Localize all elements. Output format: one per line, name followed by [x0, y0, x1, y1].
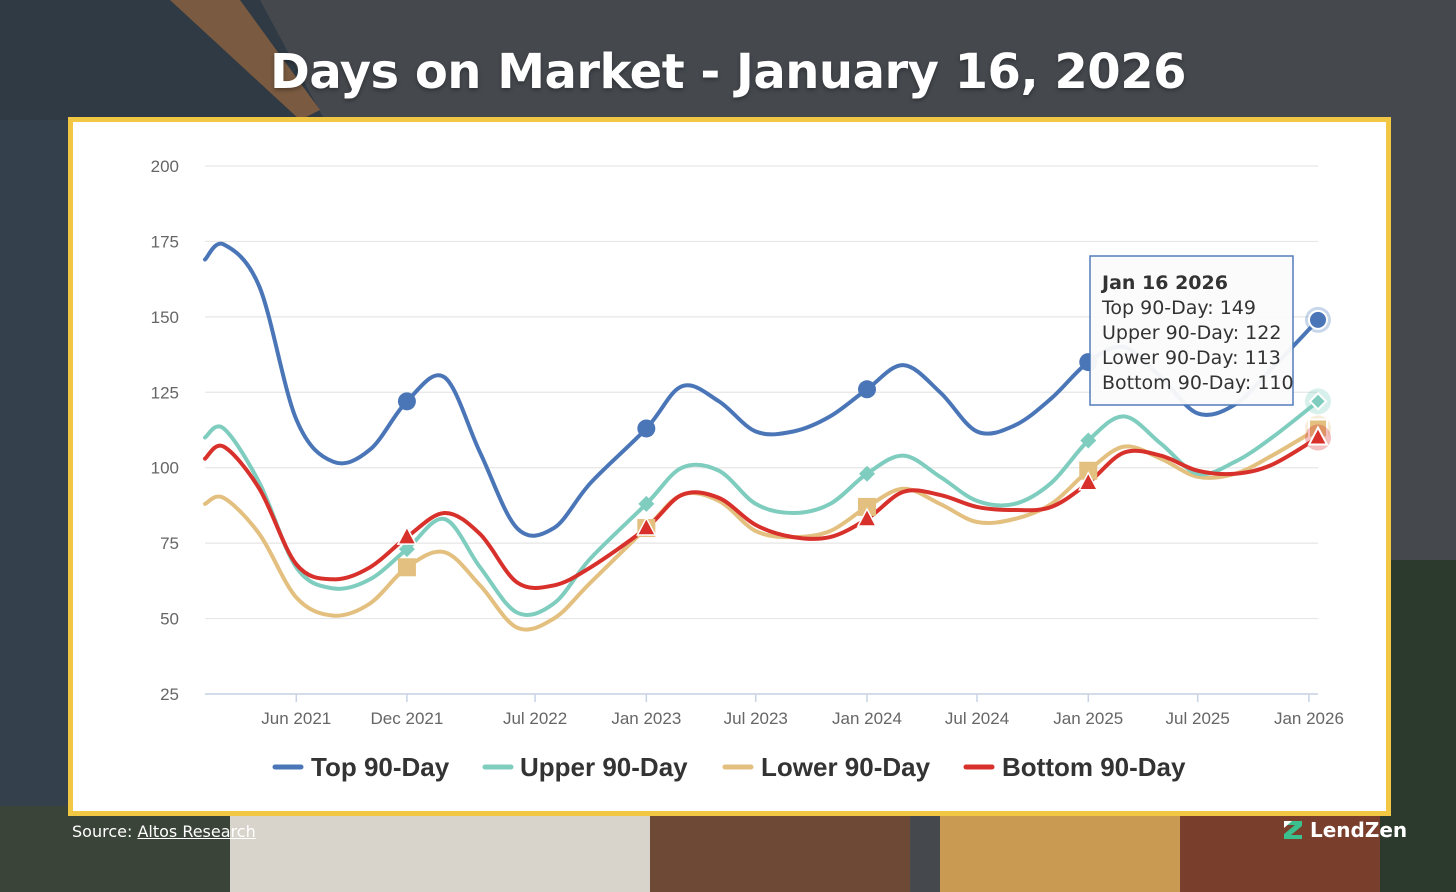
legend-label-lower: Lower 90-Day — [761, 752, 931, 782]
y-tick-label-150: 150 — [151, 308, 179, 327]
x-tick-label-8: Jul 2025 — [1166, 709, 1230, 728]
y-tick-label-175: 175 — [151, 232, 179, 251]
data-point-bottom-1[interactable] — [636, 516, 657, 536]
data-point-upper-2[interactable] — [858, 465, 875, 482]
x-tick-label-3: Jan 2023 — [611, 709, 681, 728]
y-tick-label-100: 100 — [151, 459, 179, 478]
legend-label-upper: Upper 90-Day — [520, 752, 688, 782]
data-point-top-2[interactable] — [857, 380, 876, 399]
data-point-upper-1[interactable] — [638, 495, 655, 512]
x-tick-label-9: Jan 2026 — [1274, 709, 1344, 728]
legend-item-lower[interactable]: Lower 90-Day — [722, 752, 931, 782]
y-tick-label-50: 50 — [160, 610, 179, 629]
data-point-upper-0[interactable] — [398, 541, 415, 558]
data-point-lower-3[interactable] — [1079, 461, 1098, 480]
legend-label-bottom: Bottom 90-Day — [1002, 752, 1186, 782]
series-line-bottom — [203, 435, 1320, 591]
data-point-top-4[interactable] — [1308, 309, 1328, 330]
data-point-upper-3[interactable] — [1080, 432, 1097, 449]
data-point-lower-2[interactable] — [857, 497, 876, 516]
data-point-upper-4[interactable] — [1308, 391, 1328, 411]
source-credit: Source: Altos Research — [72, 822, 256, 841]
data-point-bottom-4[interactable] — [1307, 425, 1329, 446]
page-title: Days on Market - January 16, 2026 — [270, 44, 1186, 100]
brand-logo: LendZen — [1282, 818, 1407, 842]
x-tick-label-5: Jan 2024 — [832, 709, 902, 728]
x-tick-label-1: Dec 2021 — [371, 709, 444, 728]
data-point-bottom-2[interactable] — [856, 507, 878, 527]
tooltip-box — [1089, 255, 1294, 406]
data-point-top-1[interactable] — [637, 419, 656, 438]
data-point-bottom-3[interactable] — [1078, 471, 1099, 491]
series-markers — [396, 306, 1331, 577]
tooltip-line-lower: Lower 90-Day: 113 — [1102, 347, 1281, 369]
x-tick-label-2: Jul 2022 — [503, 709, 567, 728]
x-tick-label-0: Jun 2021 — [261, 709, 331, 728]
tooltip-title: Jan 16 2026 — [1100, 272, 1228, 294]
x-tick-label-7: Jan 2025 — [1053, 709, 1123, 728]
x-axis-tick-labels: Jun 2021 Dec 2021 Jul 2022 Jan 2023 Jul 2023… — [261, 709, 1344, 728]
chart-panel: 25 50 75 100 125 150 175 200 Jun 2021 Dec 2021 Ju… — [68, 117, 1391, 816]
series-line-lower — [203, 426, 1320, 632]
legend-item-upper[interactable]: Upper 90-Day — [482, 752, 688, 782]
brand-name: LendZen — [1310, 818, 1408, 842]
y-tick-label-75: 75 — [160, 534, 179, 553]
lendzen-logo-icon — [1284, 821, 1302, 839]
y-tick-label-125: 125 — [151, 383, 179, 402]
y-axis-tick-labels: 25 50 75 100 125 150 175 200 — [151, 157, 179, 704]
data-point-lower-0[interactable] — [397, 558, 416, 577]
data-point-bottom-0[interactable] — [396, 525, 418, 545]
y-tick-label-200: 200 — [151, 157, 179, 176]
tooltip-line-upper: Upper 90-Day: 122 — [1102, 322, 1281, 344]
y-tick-label-25: 25 — [160, 685, 179, 704]
tooltip-line-bottom: Bottom 90-Day: 110 — [1102, 372, 1294, 394]
source-prefix: Source: — [72, 822, 138, 841]
source-link[interactable]: Altos Research — [137, 822, 256, 841]
x-tick-label-6: Jul 2024 — [945, 709, 1009, 728]
legend-item-bottom[interactable]: Bottom 90-Day — [963, 752, 1186, 782]
legend-label-top: Top 90-Day — [311, 752, 450, 782]
series-line-upper — [203, 399, 1320, 617]
legend: Top 90-Day Upper 90-Day Lower 90-Day Bot… — [272, 752, 1186, 782]
x-tick-label-4: Jul 2023 — [724, 709, 788, 728]
tooltip-line-top: Top 90-Day: 149 — [1101, 297, 1256, 319]
legend-item-top[interactable]: Top 90-Day — [272, 752, 450, 782]
tooltip: Jan 16 2026 Top 90-Day: 149 Upper 90-Day… — [1089, 255, 1294, 406]
data-point-top-0[interactable] — [397, 392, 416, 411]
